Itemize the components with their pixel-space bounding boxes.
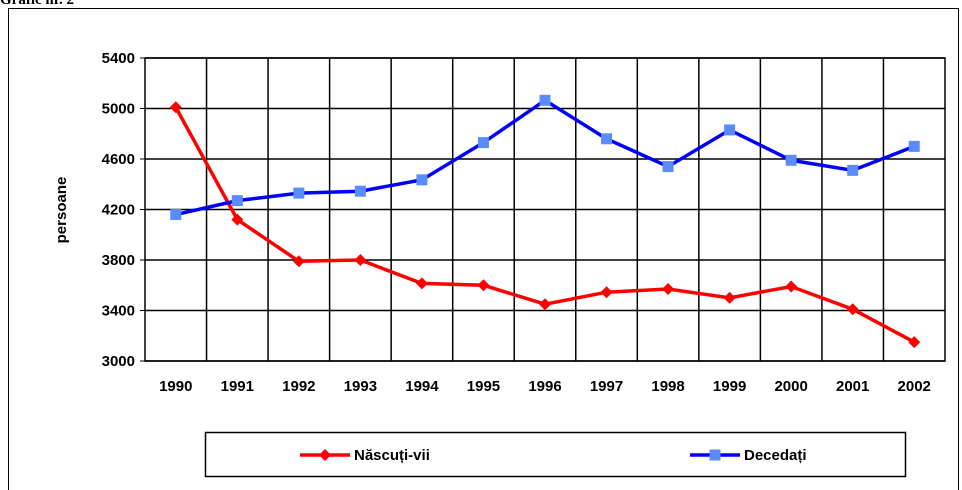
point (416, 174, 428, 186)
legend-label: Decedați (744, 447, 807, 464)
y-axis-label: persoane (53, 177, 70, 244)
point (231, 213, 244, 226)
legend-marker (709, 449, 721, 461)
y-tick-label: 4200 (102, 202, 135, 219)
point (846, 303, 859, 316)
y-tick-label: 3000 (102, 353, 135, 370)
y-tick-label: 5400 (102, 50, 135, 67)
point (539, 94, 551, 106)
x-tick-label: 1997 (590, 378, 623, 395)
point (293, 187, 305, 199)
outer-frame (8, 8, 959, 490)
plot-border (144, 57, 946, 362)
x-tick-label: 1995 (467, 378, 500, 395)
point (231, 195, 243, 207)
point (415, 277, 428, 290)
point (477, 137, 489, 149)
x-tick-label: 1992 (282, 378, 315, 395)
point (908, 140, 920, 152)
x-tick-label: 2001 (836, 378, 869, 395)
y-tick-label: 5000 (102, 101, 135, 118)
point (908, 336, 921, 349)
legend (204, 431, 907, 478)
x-tick-label: 1999 (713, 378, 746, 395)
point (662, 161, 674, 173)
page-heading: Grafic nr. 2 (0, 0, 74, 8)
point (785, 154, 797, 166)
point (785, 280, 798, 293)
point (600, 286, 613, 299)
x-tick-label: 2002 (898, 378, 931, 395)
legend-marker (319, 449, 331, 461)
x-tick-label: 1998 (651, 378, 684, 395)
point (170, 209, 182, 221)
point (601, 133, 613, 145)
y-tick-label: 3400 (102, 303, 135, 320)
point (169, 101, 182, 114)
point (723, 291, 736, 304)
x-tick-label: 1990 (159, 378, 192, 395)
y-tick-label: 3800 (102, 252, 135, 269)
point (477, 279, 490, 292)
y-tick-label: 4600 (102, 151, 135, 168)
x-tick-label: 1994 (405, 378, 439, 395)
point (847, 164, 859, 176)
point (292, 255, 305, 268)
x-tick-label: 2000 (774, 378, 807, 395)
point (354, 254, 367, 266)
point (539, 298, 551, 311)
x-tick-label: 1993 (344, 378, 377, 395)
x-tick-label: 1996 (528, 378, 561, 395)
point (662, 283, 675, 296)
legend-label: Născuți-vii (354, 447, 430, 464)
point (724, 124, 736, 136)
point (354, 185, 366, 197)
x-tick-label: 1991 (221, 378, 254, 395)
